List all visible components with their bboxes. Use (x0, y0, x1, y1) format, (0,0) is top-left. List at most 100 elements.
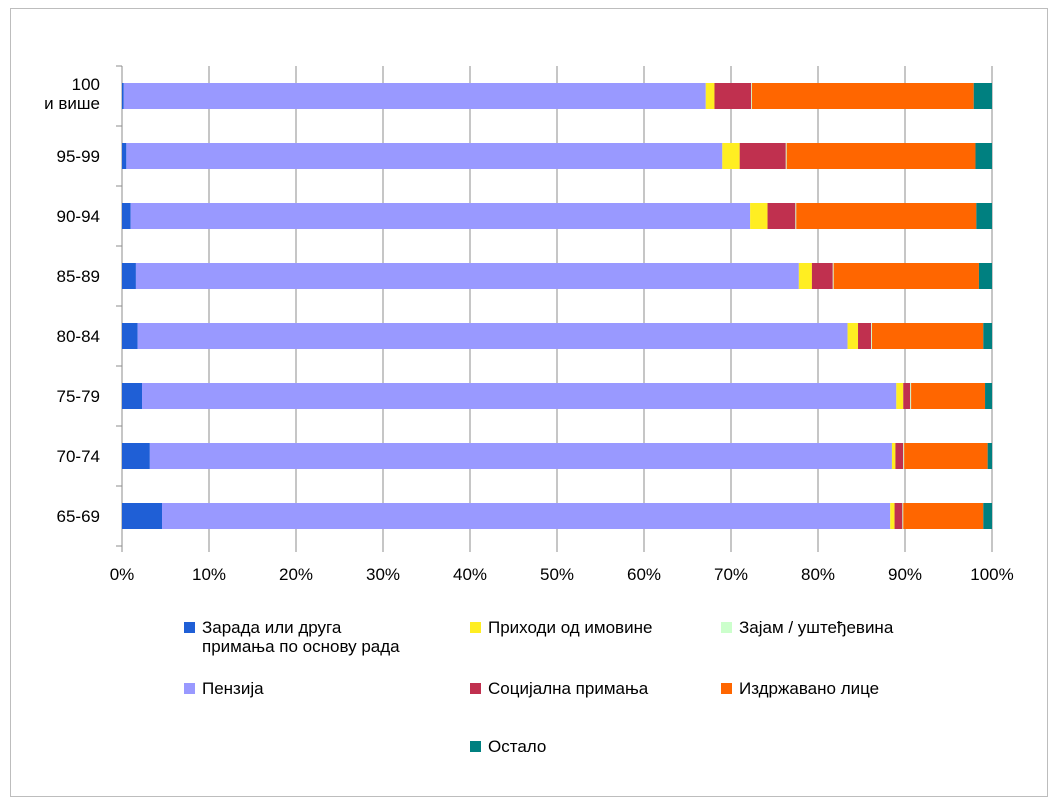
bar-segment (122, 443, 150, 469)
legend-label-line: Социјална примања (488, 679, 649, 698)
bar-segment (122, 263, 136, 289)
bar-segment (903, 383, 911, 409)
legend-label-line: Издржавано лице (739, 679, 879, 698)
y-tick-label: 70-74 (57, 447, 100, 466)
legend-label: Приходи од имовине (488, 618, 652, 637)
y-tick-label: 65-69 (57, 507, 100, 526)
x-tick-label: 100% (970, 565, 1013, 584)
y-tick-label: 95-99 (57, 147, 100, 166)
bar-segment (122, 323, 138, 349)
legend-label-line: Зајам / уштеђевина (739, 618, 894, 637)
bar-segment (122, 143, 127, 169)
x-tick-label: 0% (110, 565, 135, 584)
bar-segment (904, 443, 988, 469)
x-tick-label: 70% (714, 565, 748, 584)
bar-segment (122, 83, 124, 109)
x-tick-label: 90% (888, 565, 922, 584)
x-tick-label: 10% (192, 565, 226, 584)
bar-segment (811, 263, 833, 289)
x-tick-label: 30% (366, 565, 400, 584)
bar-segment (162, 503, 891, 529)
bar-segment (714, 83, 752, 109)
bar-segment (795, 203, 797, 229)
bar-segment (767, 203, 796, 229)
bar-segment (705, 83, 715, 109)
legend-label-line: примања по основу рада (202, 637, 400, 656)
legend-label: Социјална примања (488, 679, 649, 698)
legend-swatch (470, 622, 481, 633)
bar-segment (987, 443, 992, 469)
bar-segment (975, 143, 992, 169)
bar-segment (750, 203, 768, 229)
bar-segment (122, 383, 143, 409)
x-tick-label: 80% (801, 565, 835, 584)
bar-segment (135, 263, 799, 289)
legend-label-line: Приходи од имовине (488, 618, 652, 637)
bar-segment (739, 143, 786, 169)
legend-swatch (184, 683, 195, 694)
legend-label: Издржавано лице (739, 679, 879, 698)
bar-segment (891, 443, 896, 469)
bar-segment (890, 503, 895, 529)
bar-segment (833, 263, 979, 289)
bar-segment (871, 323, 984, 349)
bar-segment (847, 323, 859, 349)
legend-swatch (470, 741, 481, 752)
y-tick-label: 90-94 (57, 207, 100, 226)
y-tick-label-line: и више (44, 94, 100, 113)
bar-segment (903, 443, 905, 469)
bar-segment (910, 383, 912, 409)
y-tick-label-line: 100 (72, 75, 100, 94)
bar-segment (832, 263, 834, 289)
bar-segment (126, 143, 723, 169)
bar-segment (786, 143, 976, 169)
bar-segment (796, 203, 977, 229)
bar-segment (858, 323, 872, 349)
bar-segment (142, 383, 897, 409)
x-tick-label: 60% (627, 565, 661, 584)
legend-swatch (184, 622, 195, 633)
bar-segment (903, 503, 984, 529)
bar-segment (798, 263, 812, 289)
x-tick-label: 20% (279, 565, 313, 584)
legend-swatch (721, 683, 732, 694)
y-tick-label: 80-84 (57, 327, 100, 346)
bar-segment (902, 503, 904, 529)
bar-segment (976, 203, 992, 229)
bar-segment (894, 503, 903, 529)
bar-segment (785, 143, 787, 169)
bar-segment (137, 323, 848, 349)
bar-segment (911, 383, 986, 409)
legend-label-line: Пензија (202, 679, 264, 698)
legend-label: Зајам / уштеђевина (739, 618, 894, 637)
bar-segment (130, 203, 751, 229)
y-tick-label: 85-89 (57, 267, 100, 286)
bar-segment (978, 263, 992, 289)
bar-segment (985, 383, 992, 409)
legend-swatch (721, 622, 732, 633)
x-tick-label: 50% (540, 565, 574, 584)
bar-segment (895, 443, 904, 469)
bar-segment (751, 83, 752, 109)
bar-segment (751, 83, 974, 109)
bar-segment (983, 323, 992, 349)
bar-segment (123, 83, 706, 109)
legend-label: Остало (488, 737, 546, 756)
bar-segment (722, 143, 740, 169)
legend-label: Зарада или друга примања по основу рада (202, 618, 400, 656)
legend-label-line: Зарада или друга (202, 618, 342, 637)
bar-segment (122, 203, 131, 229)
y-tick-label: 100 и више (44, 75, 100, 113)
bar-segment (896, 383, 904, 409)
y-tick-label: 75-79 (57, 387, 100, 406)
legend-label: Пензија (202, 679, 264, 698)
bar-segment (122, 503, 163, 529)
legend-label-line: Остало (488, 737, 546, 756)
bar-segment (973, 83, 992, 109)
bar-segment (149, 443, 892, 469)
legend-swatch (470, 683, 481, 694)
bar-segment (983, 503, 992, 529)
x-tick-label: 40% (453, 565, 487, 584)
bar-segment (871, 323, 872, 349)
